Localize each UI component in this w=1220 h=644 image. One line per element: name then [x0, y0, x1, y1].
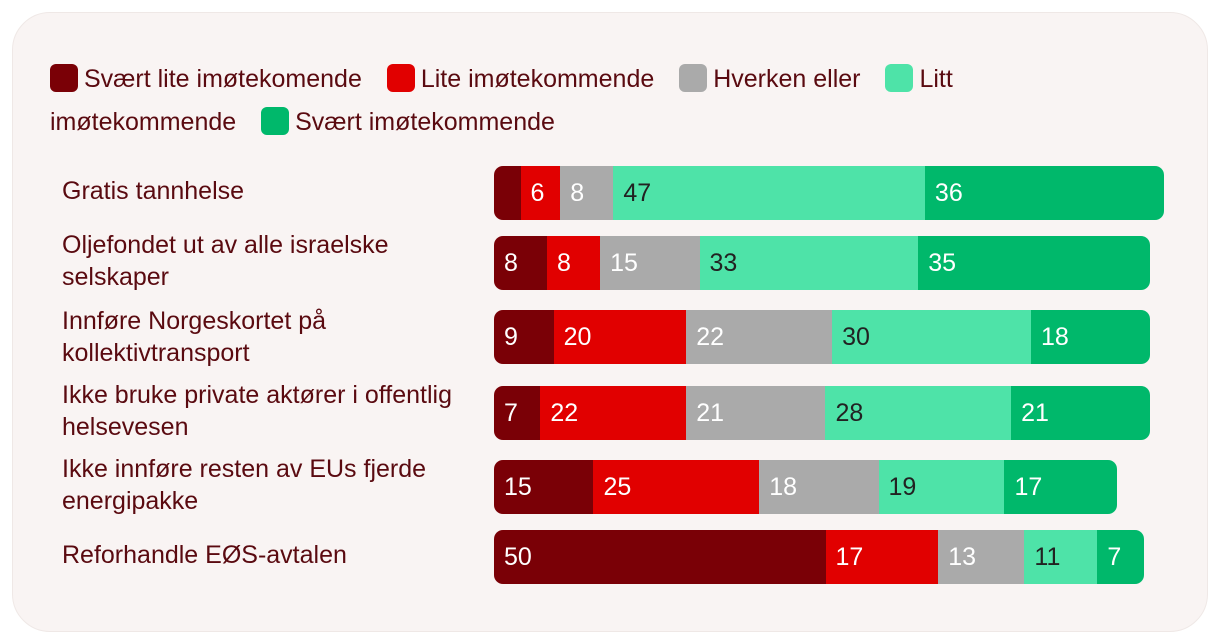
bar-segment: 20 [553, 310, 687, 364]
bar-segment: 36 [924, 166, 1164, 220]
stacked-bar: 50 17 13 11 7 [494, 530, 1144, 584]
bar-segment: 6 [520, 166, 561, 220]
data-label: 11 [1034, 543, 1061, 571]
bar-segment: 22 [686, 310, 833, 364]
data-label: 8 [570, 179, 585, 207]
legend-item: Lite imøtekommende [386, 64, 655, 93]
legend-swatch [50, 64, 78, 92]
stacked-bar: 6 8 47 36 [494, 166, 1164, 220]
stacked-bar: 15 25 18 19 17 [494, 460, 1118, 514]
stacked-bar: 7 22 21 28 21 [494, 386, 1151, 440]
bar-segment: 17 [825, 530, 939, 584]
data-label: 35 [928, 249, 957, 277]
category-label: Ikke innføre resten av EUs fjerde energi… [62, 455, 427, 515]
data-label: 18 [1041, 323, 1069, 351]
bar-segment: 8 [547, 236, 601, 290]
data-label: 25 [603, 473, 632, 501]
category-label: Ikke bruke private aktører i offentlig h… [62, 381, 452, 441]
bar-segment: 35 [918, 236, 1151, 290]
bar-segment: 8 [494, 236, 548, 290]
bar-segment: 18 [1031, 310, 1151, 364]
bar-segment: 15 [600, 236, 700, 290]
bar-segment: 28 [825, 386, 1012, 440]
bar-segment: 50 [494, 530, 826, 584]
data-label: 47 [623, 179, 652, 207]
stacked-bar: 9 20 22 30 18 [494, 310, 1151, 364]
bar-segment: 47 [613, 166, 925, 220]
category-label: Oljefondet ut av alle israelske selskape… [62, 231, 389, 291]
bar-segment: 17 [1004, 460, 1118, 514]
category-label: Gratis tannhelse [62, 177, 245, 205]
data-label: 9 [504, 323, 518, 351]
legend-swatch [679, 64, 708, 92]
data-label: 7 [1107, 543, 1122, 571]
legend-swatch [885, 64, 914, 92]
data-label: 17 [835, 543, 864, 571]
data-label: 33 [709, 249, 738, 277]
legend-label: Svært imøtekommende [295, 108, 555, 136]
bar-segment: 11 [1024, 530, 1098, 584]
bar-segment: 21 [686, 386, 826, 440]
bar-segment: 9 [494, 310, 554, 364]
legend-label: Litt imøtekommende [50, 65, 953, 136]
data-label: 20 [563, 323, 592, 351]
data-label: 22 [550, 399, 579, 427]
stacked-bar: 8 8 15 33 35 [494, 236, 1151, 290]
data-label: 13 [948, 543, 977, 571]
data-label: 17 [1014, 473, 1043, 501]
bar-segment: 21 [1011, 386, 1151, 440]
bar-segment: 19 [878, 460, 1005, 514]
data-label: 8 [557, 249, 571, 277]
legend-item: Svært imøtekommende [261, 107, 555, 136]
legend-swatch [386, 64, 415, 92]
data-label: 18 [769, 473, 797, 501]
bar-segment: 25 [593, 460, 760, 514]
data-label: 30 [842, 323, 870, 351]
data-label: 8 [504, 249, 518, 277]
bar-segment: 22 [540, 386, 687, 440]
bar-segment: 18 [759, 460, 879, 514]
legend-item: Litt imøtekommende [50, 64, 953, 136]
category-label: Innføre Norgeskortet på kollektivtranspo… [62, 307, 327, 367]
bar-segment: 7 [494, 386, 541, 440]
data-label: 6 [530, 179, 545, 207]
bar-segment: 7 [1097, 530, 1144, 584]
data-label: 36 [934, 179, 963, 207]
data-label: 22 [696, 323, 725, 351]
legend-item: Hverken eller [679, 64, 861, 93]
data-label: 21 [696, 399, 725, 427]
legend-swatch [261, 107, 290, 135]
data-label: 28 [835, 399, 864, 427]
legend-label: Svært lite imøtekomende [84, 65, 362, 93]
bar-segment: 33 [699, 236, 919, 290]
bar-segment: 8 [560, 166, 614, 220]
data-label: 50 [504, 543, 532, 571]
bar-segment: 13 [938, 530, 1025, 584]
legend-label: Hverken eller [713, 65, 861, 93]
bar-segment [494, 166, 521, 220]
data-label: 15 [504, 473, 532, 501]
data-label: 19 [888, 473, 917, 501]
data-label: 15 [610, 249, 638, 277]
legend: Svært lite imøtekomende Lite imøtekommen… [50, 58, 1150, 144]
bar-segment: 15 [494, 460, 594, 514]
data-label: 21 [1021, 399, 1049, 427]
category-label: Reforhandle EØS-avtalen [62, 541, 347, 569]
data-label: 7 [504, 399, 518, 427]
bar-segment: 30 [832, 310, 1031, 364]
legend-label: Lite imøtekommende [420, 65, 655, 93]
legend-item: Svært lite imøtekomende [50, 64, 362, 93]
